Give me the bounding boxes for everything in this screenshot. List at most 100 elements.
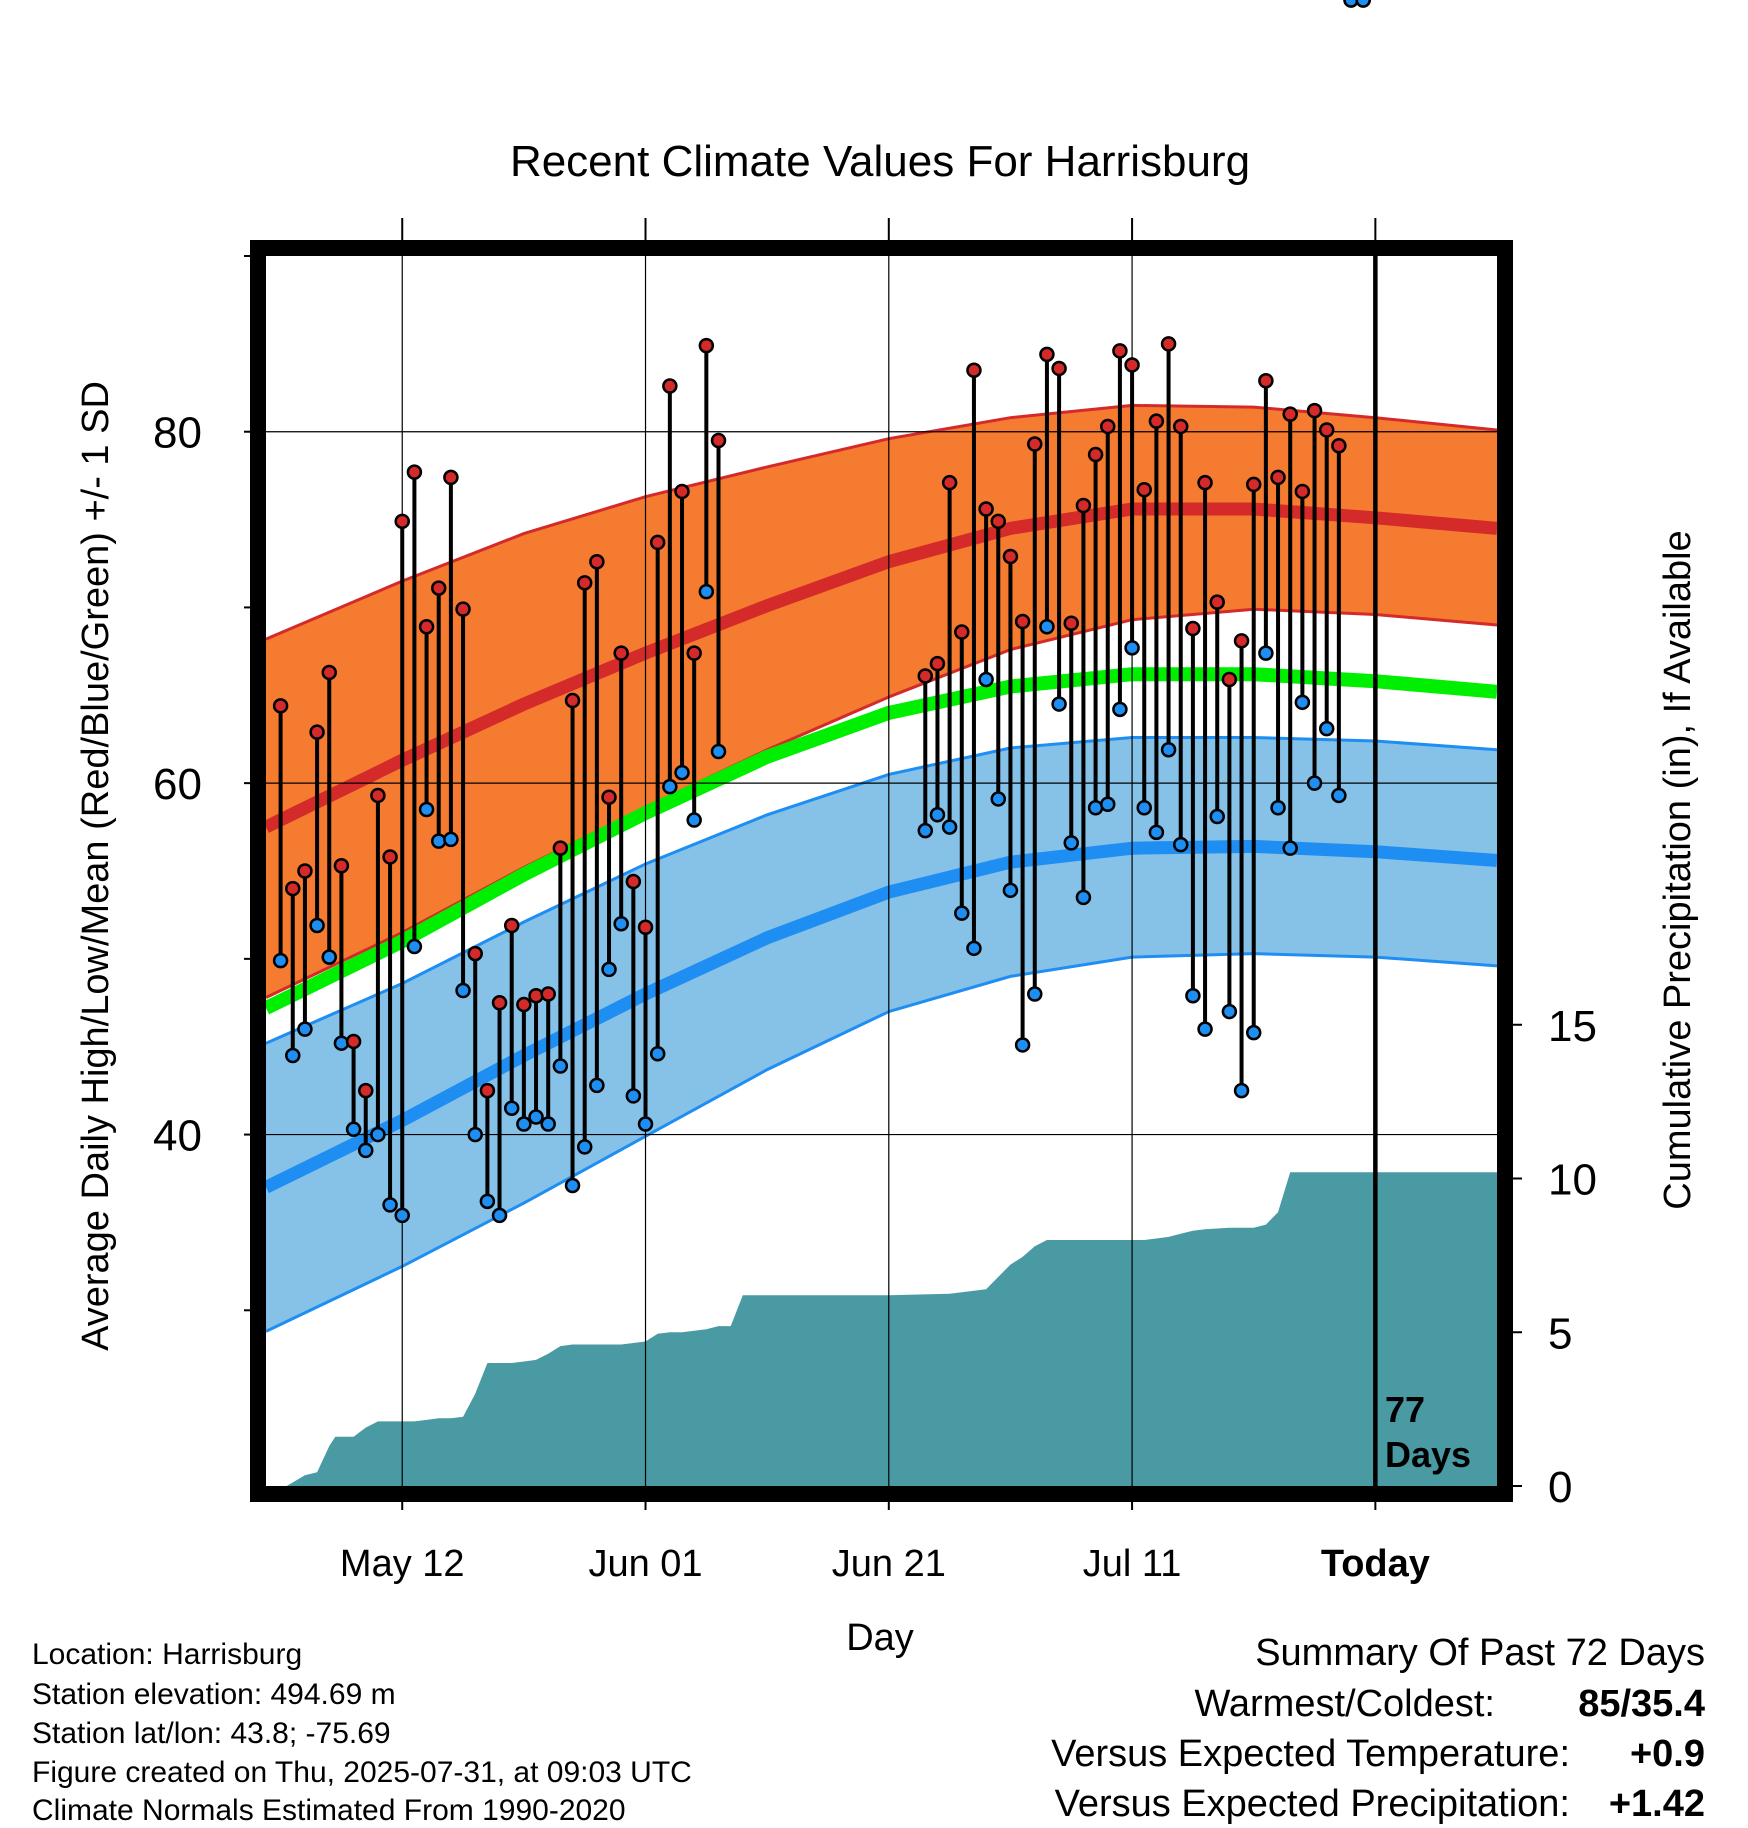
low-point bbox=[285, 1047, 301, 1064]
x-tick-label: Today bbox=[1321, 1543, 1430, 1585]
high-point bbox=[1209, 594, 1225, 610]
low-point bbox=[589, 1077, 605, 1094]
summary-precip-label: Versus Expected Precipitation: bbox=[1055, 1783, 1570, 1825]
plot-frame bbox=[250, 240, 1513, 1502]
high-point bbox=[564, 692, 581, 709]
summary-precip-value: +1.42 bbox=[1609, 1783, 1705, 1825]
dots-layer bbox=[272, 0, 1371, 1224]
footer-latlon: Station lat/lon: 43.8; -75.69 bbox=[32, 1717, 391, 1750]
high-point bbox=[285, 880, 301, 897]
high-point bbox=[649, 534, 666, 551]
low-point bbox=[333, 1035, 350, 1051]
x-tick-label: Jul 11 bbox=[1083, 1543, 1182, 1585]
footer-location: Location: Harrisburg bbox=[32, 1638, 302, 1671]
high-point bbox=[1136, 481, 1152, 498]
high-point bbox=[357, 1082, 374, 1099]
low-point bbox=[1343, 0, 1359, 8]
high-point bbox=[382, 849, 398, 865]
footer-elevation: Station elevation: 494.69 m bbox=[32, 1678, 396, 1711]
today-annotation-line1: 77 bbox=[1385, 1389, 1425, 1430]
high-point bbox=[370, 787, 386, 804]
high-point bbox=[406, 464, 423, 480]
low-point bbox=[1185, 988, 1201, 1004]
low-point bbox=[443, 831, 459, 848]
x-tick-label: May 12 bbox=[340, 1543, 465, 1585]
low-point bbox=[1039, 619, 1055, 635]
low-point bbox=[345, 1121, 362, 1138]
low-point bbox=[1331, 787, 1347, 804]
high-point bbox=[1124, 357, 1140, 373]
high-point bbox=[613, 645, 629, 661]
y-axis-label: Average Daily High/Low/Mean (Red/Blue/Gr… bbox=[75, 381, 117, 1351]
low-point bbox=[382, 1197, 398, 1213]
high-point bbox=[1331, 438, 1347, 454]
y2-tick-label: 0 bbox=[1548, 1463, 1572, 1512]
low-point bbox=[649, 1045, 666, 1062]
low-point bbox=[394, 1207, 410, 1224]
low-point bbox=[455, 982, 471, 999]
low-point bbox=[479, 1193, 496, 1210]
low-point bbox=[467, 1126, 483, 1143]
low-point bbox=[552, 1058, 569, 1074]
low-point bbox=[1124, 640, 1140, 656]
low-point bbox=[698, 583, 715, 600]
low-point bbox=[309, 917, 325, 934]
summary-warmest-label: Warmest/Coldest: bbox=[1194, 1683, 1495, 1725]
high-point bbox=[1051, 360, 1067, 377]
high-point bbox=[1258, 373, 1274, 389]
low-point bbox=[1063, 835, 1080, 851]
stems-layer bbox=[278, 343, 1341, 1216]
y2-axis-label: Cumulative Precipitation (in), If Availa… bbox=[1657, 530, 1699, 1209]
axes-layer: 40 60 80 0 5 10 15 May 12 Jun 01 Jun 21 Jul 11 Toda… bbox=[153, 218, 1597, 1585]
low-point bbox=[637, 1116, 654, 1132]
high-point bbox=[710, 432, 727, 449]
low-point bbox=[1245, 1024, 1262, 1041]
low-point bbox=[418, 801, 435, 818]
high-point bbox=[662, 378, 678, 394]
high-point bbox=[929, 655, 946, 672]
precip-area bbox=[266, 1172, 1497, 1486]
low-point bbox=[503, 1100, 520, 1116]
y-tick-label: 40 bbox=[153, 1112, 202, 1161]
footer-info: Location: Harrisburg Station elevation: … bbox=[32, 1638, 692, 1827]
high-point bbox=[394, 513, 410, 530]
high-point bbox=[625, 873, 642, 890]
low-point bbox=[1148, 824, 1165, 841]
low-point bbox=[966, 940, 982, 957]
summary-title: Summary Of Past 72 Days bbox=[1255, 1632, 1705, 1674]
high-point bbox=[1270, 469, 1286, 486]
high-point bbox=[333, 857, 350, 874]
high-point bbox=[540, 986, 556, 1002]
low-point bbox=[686, 812, 702, 828]
high-point bbox=[637, 919, 654, 935]
low-point bbox=[1318, 720, 1335, 737]
high-point bbox=[1027, 436, 1043, 452]
high-point bbox=[698, 337, 715, 354]
high-point bbox=[297, 863, 313, 879]
low-point bbox=[1014, 1037, 1031, 1053]
high-point bbox=[1100, 418, 1116, 435]
low-point bbox=[1294, 694, 1311, 711]
high-point bbox=[1185, 620, 1201, 637]
low-point bbox=[601, 961, 617, 978]
y2-tick-label: 10 bbox=[1548, 1156, 1597, 1205]
low-point bbox=[1100, 796, 1116, 812]
high-point bbox=[272, 698, 289, 714]
high-point bbox=[1172, 418, 1189, 435]
high-point bbox=[1075, 497, 1092, 514]
high-point bbox=[941, 474, 958, 491]
high-point bbox=[309, 724, 325, 740]
low-point bbox=[941, 819, 958, 835]
high-point bbox=[1002, 548, 1019, 565]
high-point bbox=[589, 553, 605, 570]
summary-warmest-value: 85/35.4 bbox=[1578, 1683, 1705, 1725]
plot-area bbox=[262, 0, 1498, 1486]
low-point bbox=[321, 949, 338, 965]
high-point bbox=[455, 601, 471, 617]
high-point bbox=[528, 988, 544, 1004]
high-point bbox=[1245, 476, 1262, 493]
low-point bbox=[1270, 799, 1286, 816]
low-point bbox=[674, 764, 690, 781]
high-point bbox=[1014, 613, 1031, 630]
high-point bbox=[1294, 483, 1311, 500]
